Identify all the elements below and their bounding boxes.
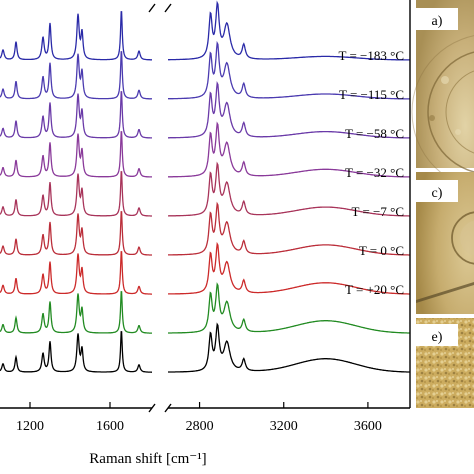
axis-break-marks-top (148, 3, 172, 13)
spectrum-line-right-1 (168, 40, 410, 100)
temperature-label: T = −115 °C (339, 87, 404, 102)
spectrum-line-right-3 (168, 121, 410, 178)
spectrum-line-right-8 (168, 322, 410, 373)
spectra-ch-stretch-region (168, 0, 410, 373)
spectrum-line-left-6 (0, 251, 152, 295)
spectrum-line-left-2 (0, 91, 152, 139)
spectra-plot: 1200 1600 2800 3200 3600 T = −183 °C T = −115… (0, 0, 411, 467)
micrograph-a: a) (411, 0, 474, 189)
x-axis-title: Raman shift [cm⁻¹] (89, 451, 206, 467)
micrograph-e: e) (416, 318, 474, 408)
temperature-label: T = −32 °C (345, 165, 404, 180)
spectra-fingerprint-region (0, 11, 152, 373)
micrograph-c: c) (416, 172, 474, 314)
temperature-label: T = 0 °C (359, 243, 404, 258)
spectrum-line-left-5 (0, 211, 152, 256)
spectrum-line-right-0 (168, 0, 410, 61)
temperature-label: T = +20 °C (345, 282, 404, 297)
spectrum-line-right-5 (168, 201, 410, 256)
micrograph-a-label: a) (432, 14, 443, 29)
temperature-label: T = −7 °C (352, 204, 405, 219)
spectrum-line-left-7 (0, 291, 152, 334)
x-tick-label: 3200 (270, 419, 298, 434)
x-tick-label: 2800 (186, 419, 214, 434)
temperature-label: T = −183 °C (339, 48, 405, 63)
temperature-label: T = −58 °C (345, 126, 404, 141)
micrograph-c-label: c) (432, 186, 443, 201)
spectrum-line-right-2 (168, 81, 410, 139)
spectrum-line-left-4 (0, 171, 152, 217)
spectrum-line-right-4 (168, 161, 410, 217)
x-tick-label: 3600 (354, 419, 382, 434)
micrograph-panels: a) c) e) (411, 0, 474, 474)
spectrum-line-left-1 (0, 51, 152, 100)
axis-break-marks-bottom (148, 403, 172, 413)
x-tick-label: 1600 (96, 419, 124, 434)
spectrum-line-left-8 (0, 331, 152, 373)
spectrum-line-left-3 (0, 131, 152, 178)
x-ticks: 1200 1600 2800 3200 3600 (16, 402, 382, 434)
temperature-labels: T = −183 °C T = −115 °C T = −58 °C T = −32 … (339, 48, 405, 297)
spectrum-line-right-7 (168, 282, 410, 334)
micrograph-e-label: e) (432, 330, 443, 345)
x-tick-label: 1200 (16, 419, 44, 434)
spectrum-line-right-6 (168, 241, 410, 295)
spectrum-line-left-0 (0, 11, 152, 61)
